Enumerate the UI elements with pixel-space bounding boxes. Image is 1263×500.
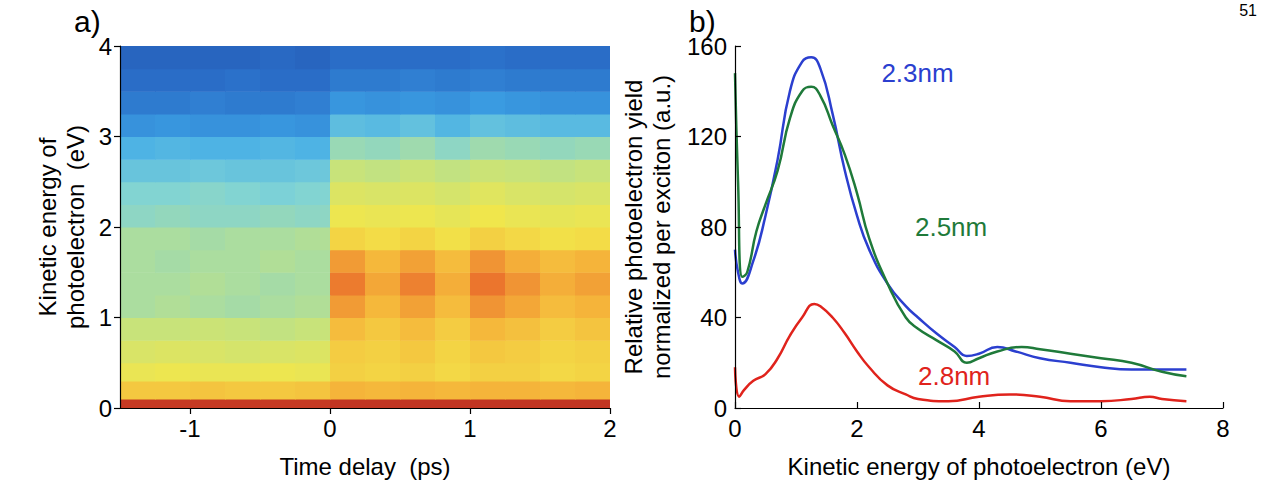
svg-text:0: 0 [99, 395, 112, 422]
svg-text:8: 8 [1216, 415, 1229, 442]
svg-text:6: 6 [1094, 415, 1107, 442]
svg-text:0: 0 [728, 415, 741, 442]
svg-text:Kinetic energy of: Kinetic energy of [34, 137, 61, 316]
svg-text:0: 0 [714, 395, 727, 422]
svg-text:a): a) [74, 5, 101, 38]
svg-text:2.5nm: 2.5nm [915, 212, 987, 242]
svg-text:photoelectron (eV): photoelectron (eV) [62, 125, 89, 329]
svg-text:Kinetic energy of photoelectro: Kinetic energy of photoelectron (eV) [788, 453, 1171, 480]
svg-text:1: 1 [99, 304, 112, 331]
svg-text:normalized per exciton (a.u.): normalized per exciton (a.u.) [648, 75, 675, 379]
svg-text:51: 51 [1239, 2, 1257, 19]
svg-text:80: 80 [700, 214, 727, 241]
svg-text:120: 120 [687, 123, 727, 150]
svg-text:40: 40 [700, 304, 727, 331]
svg-text:2: 2 [99, 214, 112, 241]
svg-text:160: 160 [687, 32, 727, 60]
svg-text:-1: -1 [179, 415, 200, 442]
svg-text:Relative photoelectron yield: Relative photoelectron yield [620, 80, 647, 375]
svg-text:2.8nm: 2.8nm [918, 361, 990, 391]
svg-text:4: 4 [98, 32, 112, 60]
svg-text:4: 4 [972, 415, 985, 442]
svg-text:Time delay (ps): Time delay (ps) [279, 453, 450, 480]
svg-text:1: 1 [463, 415, 476, 442]
svg-text:0: 0 [323, 415, 336, 442]
svg-text:2: 2 [603, 415, 616, 442]
svg-text:3: 3 [99, 123, 112, 150]
svg-text:2: 2 [850, 415, 863, 442]
svg-text:2.3nm: 2.3nm [881, 58, 953, 88]
svg-text:b): b) [689, 5, 716, 38]
